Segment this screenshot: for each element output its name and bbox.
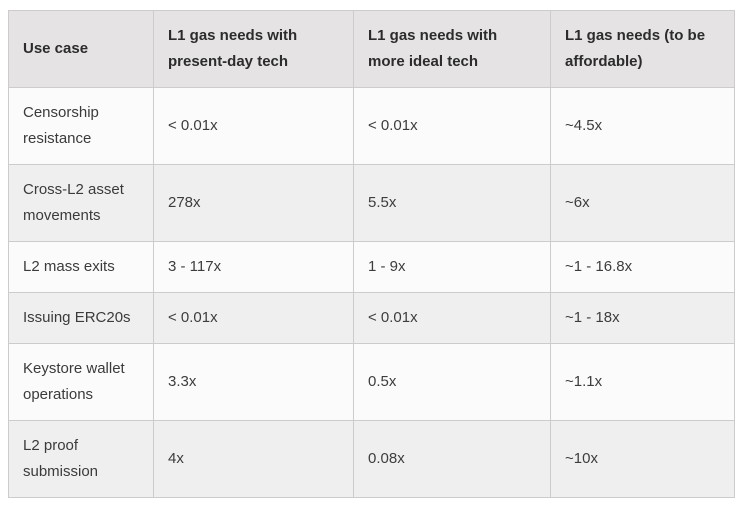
table-row-cross-l2-asset-movements: Cross-L2 asset movements 278x 5.5x ~6x [8,164,735,242]
table-cell: 3.3x [153,343,354,421]
table-row-keystore-wallet-operations: Keystore wallet operations 3.3x 0.5x ~1.… [8,343,735,421]
column-header-affordable: L1 gas needs (to be affordable) [550,10,735,88]
column-header-ideal-tech: L1 gas needs with more ideal tech [353,10,551,88]
table-cell: 1 - 9x [353,241,551,293]
column-header-use-case: Use case [8,10,154,88]
table-row-issuing-erc20s: Issuing ERC20s < 0.01x < 0.01x ~1 - 18x [8,292,735,344]
table-row-l2-mass-exits: L2 mass exits 3 - 117x 1 - 9x ~1 - 16.8x [8,241,735,293]
table-header-row: Use case L1 gas needs with present-day t… [8,10,735,88]
gas-needs-table: Use case L1 gas needs with present-day t… [8,10,735,498]
table-cell: ~4.5x [550,87,735,165]
table-cell: 5.5x [353,164,551,242]
table-cell: < 0.01x [353,87,551,165]
row-label: Keystore wallet operations [8,343,154,421]
table-cell: 4x [153,420,354,498]
table-cell: ~1.1x [550,343,735,421]
table-row-l2-proof-submission: L2 proof submission 4x 0.08x ~10x [8,420,735,498]
table-cell: 278x [153,164,354,242]
row-label: Censorship resistance [8,87,154,165]
row-label: L2 proof submission [8,420,154,498]
table-cell: < 0.01x [353,292,551,344]
table-cell: 0.08x [353,420,551,498]
table-row-censorship-resistance: Censorship resistance < 0.01x < 0.01x ~4… [8,87,735,165]
row-label: Issuing ERC20s [8,292,154,344]
table-cell: < 0.01x [153,87,354,165]
table-cell: ~6x [550,164,735,242]
table-cell: ~1 - 18x [550,292,735,344]
table-cell: ~1 - 16.8x [550,241,735,293]
row-label: L2 mass exits [8,241,154,293]
column-header-present-day-tech: L1 gas needs with present-day tech [153,10,354,88]
table-cell: 3 - 117x [153,241,354,293]
row-label: Cross-L2 asset movements [8,164,154,242]
table-cell: 0.5x [353,343,551,421]
table-cell: < 0.01x [153,292,354,344]
table-cell: ~10x [550,420,735,498]
